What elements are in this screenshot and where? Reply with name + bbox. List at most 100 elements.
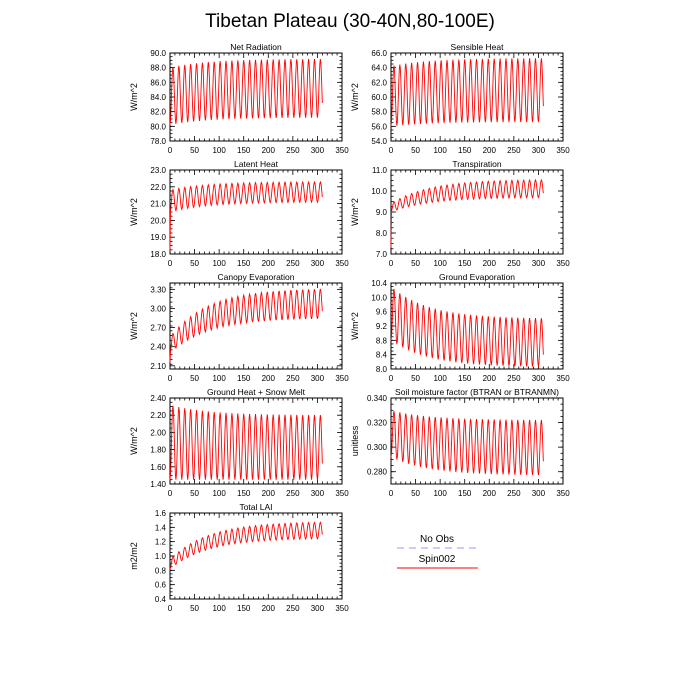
chart-title: Net Radiation [230, 42, 282, 52]
y-tick-label: 62.0 [371, 78, 387, 87]
y-tick-label: 2.70 [150, 324, 166, 333]
x-tick-label: 350 [556, 489, 570, 498]
y-tick-label: 3.00 [150, 304, 166, 313]
chart-title: Transpiration [452, 159, 502, 169]
x-tick-label: 50 [190, 259, 199, 268]
series-line-spin002 [169, 405, 323, 480]
x-tick-label: 100 [433, 489, 447, 498]
x-tick-label: 200 [262, 146, 276, 155]
chart-title: Ground Evaporation [439, 272, 515, 282]
x-tick-label: 150 [237, 604, 251, 613]
x-tick-label: 250 [286, 604, 300, 613]
legend: No Obs Spin002 [397, 534, 478, 569]
y-tick-label: 3.30 [150, 285, 166, 294]
chart-title: Latent Heat [234, 159, 279, 169]
y-tick-label: 60.0 [371, 93, 387, 102]
series-line-spin002 [390, 410, 544, 476]
x-tick-label: 50 [190, 146, 199, 155]
y-tick-label: 20.0 [150, 216, 166, 225]
series-line-spin002 [169, 288, 323, 363]
x-tick-label: 100 [212, 604, 226, 613]
y-axis-label: unitless [350, 425, 360, 456]
x-tick-label: 300 [532, 374, 546, 383]
x-tick-label: 200 [262, 604, 276, 613]
x-tick-label: 0 [168, 259, 173, 268]
x-tick-label: 50 [411, 489, 420, 498]
chart-panel: Net Radiation W/m^2 0 50 100 150 200 250 300 350 7… [129, 42, 349, 155]
y-tick-label: 2.40 [150, 394, 166, 403]
y-tick-label: 19.0 [150, 233, 166, 242]
x-tick-label: 250 [286, 146, 300, 155]
page-title: Tibetan Plateau (30-40N,80-100E) [205, 11, 495, 32]
x-tick-label: 350 [556, 259, 570, 268]
x-tick-label: 50 [411, 259, 420, 268]
y-tick-label: 56.0 [371, 122, 387, 131]
x-tick-label: 100 [212, 374, 226, 383]
x-tick-label: 0 [389, 259, 394, 268]
x-tick-label: 250 [286, 259, 300, 268]
x-tick-label: 50 [411, 374, 420, 383]
y-tick-label: 1.60 [150, 463, 166, 472]
chart-title: Soil moisture factor (BTRAN or BTRANMN) [395, 387, 559, 397]
y-tick-label: 88.0 [150, 64, 166, 73]
y-tick-label: 10.0 [371, 187, 387, 196]
y-tick-label: 58.0 [371, 108, 387, 117]
y-tick-label: 23.0 [150, 166, 166, 175]
x-tick-label: 100 [433, 259, 447, 268]
x-tick-label: 150 [458, 489, 472, 498]
chart-panel: Soil moisture factor (BTRAN or BTRANMN) u… [350, 387, 570, 498]
x-tick-label: 300 [311, 259, 325, 268]
x-tick-label: 50 [190, 604, 199, 613]
y-tick-label: 2.00 [150, 428, 166, 437]
y-tick-label: 1.40 [150, 480, 166, 489]
y-axis-label: m2/m2 [129, 542, 139, 570]
legend-label-spin002: Spin002 [419, 554, 456, 565]
y-tick-label: 10.0 [371, 293, 387, 302]
x-tick-label: 0 [389, 374, 394, 383]
y-tick-label: 0.6 [155, 581, 167, 590]
x-tick-label: 0 [168, 374, 173, 383]
x-tick-label: 100 [433, 146, 447, 155]
y-tick-label: 21.0 [150, 200, 166, 209]
x-tick-label: 50 [411, 146, 420, 155]
y-tick-label: 8.4 [376, 351, 388, 360]
y-tick-label: 9.6 [376, 308, 388, 317]
series-line-spin002 [390, 178, 544, 248]
x-tick-label: 200 [262, 489, 276, 498]
x-tick-label: 350 [335, 604, 349, 613]
y-tick-label: 22.0 [150, 183, 166, 192]
y-tick-label: 54.0 [371, 137, 387, 146]
y-axis-label: W/m^2 [350, 83, 360, 111]
y-tick-label: 9.2 [376, 322, 388, 331]
x-tick-label: 150 [237, 146, 251, 155]
chart-panel: Ground Evaporation W/m^2 0 50 100 150 200 250 30… [350, 272, 570, 383]
x-tick-label: 200 [262, 259, 276, 268]
chart-title: Canopy Evaporation [217, 272, 294, 282]
y-tick-label: 86.0 [150, 78, 166, 87]
chart-panel: Total LAI m2/m2 0 50 100 150 200 250 300 350 0.4 0.… [129, 502, 349, 613]
plot-frame [169, 169, 343, 255]
x-tick-label: 200 [483, 374, 497, 383]
x-tick-label: 150 [237, 374, 251, 383]
y-tick-label: 2.40 [150, 343, 166, 352]
y-tick-label: 9.0 [376, 208, 388, 217]
y-tick-label: 8.0 [376, 229, 388, 238]
x-tick-label: 150 [458, 146, 472, 155]
y-axis-label: W/m^2 [129, 198, 139, 226]
y-axis-label: W/m^2 [129, 312, 139, 340]
y-tick-label: 18.0 [150, 250, 166, 259]
x-tick-label: 250 [507, 259, 521, 268]
chart-panel: Canopy Evaporation W/m^2 0 50 100 150 200 250 30… [129, 272, 349, 383]
x-tick-label: 150 [458, 374, 472, 383]
y-tick-label: 1.6 [155, 509, 167, 518]
y-tick-label: 80.0 [150, 122, 166, 131]
chart-title: Total LAI [239, 502, 272, 512]
chart-panel: Ground Heat + Snow Melt W/m^2 0 50 100 150 200… [129, 387, 349, 498]
x-tick-label: 250 [507, 374, 521, 383]
x-tick-label: 250 [286, 489, 300, 498]
x-tick-label: 350 [556, 374, 570, 383]
chart-panel: Sensible Heat W/m^2 0 50 100 150 200 250 300 350 5… [350, 42, 570, 155]
x-tick-label: 0 [168, 489, 173, 498]
x-tick-label: 350 [335, 374, 349, 383]
chart-panel: Transpiration W/m^2 0 50 100 150 200 250 300 350 7… [350, 159, 570, 268]
